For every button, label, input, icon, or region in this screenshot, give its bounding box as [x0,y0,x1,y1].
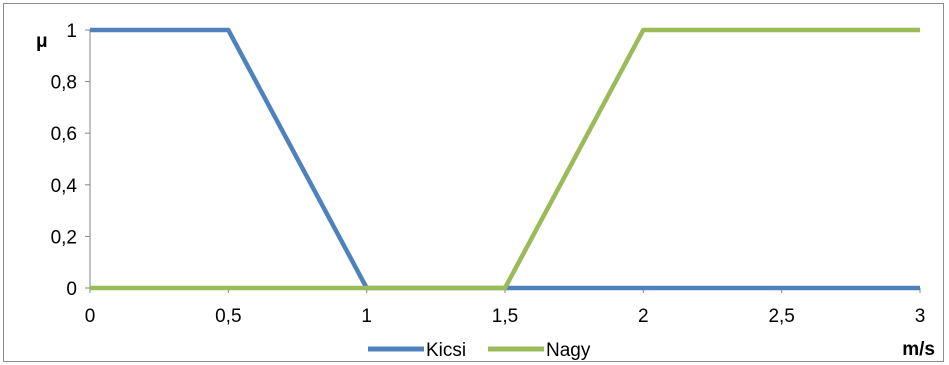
y-tick-label: 1 [66,21,77,42]
y-tick-label: 0,2 [51,227,77,248]
y-tick-label: 0,6 [51,124,77,145]
y-tick-label: 0,4 [51,176,78,197]
legend: Kicsi Nagy [368,340,591,361]
x-tick-label: 2 [638,306,649,327]
y-tick-label: 0,8 [51,73,77,94]
series-kicsi [89,27,921,291]
y-tick-label: 0 [66,279,77,300]
chart-frame [3,3,944,362]
series-layer [89,27,921,291]
x-tick-label: 1 [361,306,372,327]
x-tick-label: 0 [85,306,96,327]
x-tick-label: 3 [915,306,926,327]
x-tick-label: 1,5 [492,306,518,327]
x-axis-title: m/s [902,339,935,360]
y-tick-labels: 0 0,2 0,4 0,6 0,8 1 [51,21,78,300]
legend-label-kicsi: Kicsi [426,340,466,361]
legend-label-nagy: Nagy [546,340,591,361]
series-line-kicsi [90,27,920,291]
series-nagy [89,27,921,291]
series-line-nagy [90,27,920,291]
x-tick-label: 2,5 [768,306,794,327]
axes [89,30,920,289]
y-tick-marks [85,29,90,289]
x-tick-labels: 0 0,5 1 1,5 2 2,5 3 [85,306,926,327]
x-tick-label: 0,5 [215,306,241,327]
y-axis-title: μ [36,31,48,52]
